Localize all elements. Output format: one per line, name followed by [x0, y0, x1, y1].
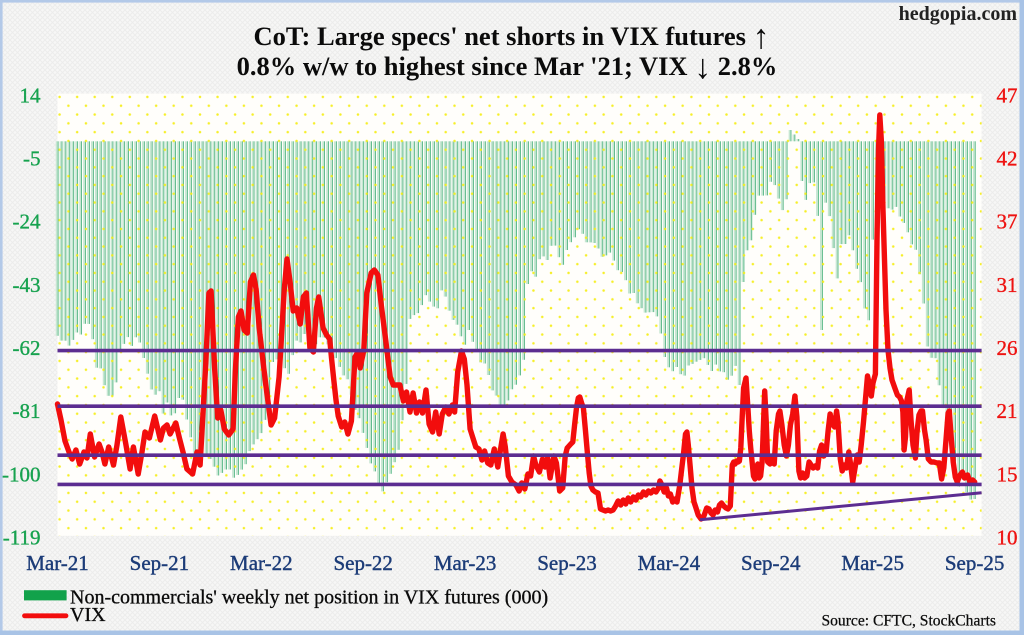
svg-text:-100: -100 [2, 462, 41, 486]
svg-text:VIX: VIX [70, 604, 106, 626]
svg-text:-119: -119 [3, 526, 41, 550]
svg-text:-62: -62 [13, 336, 41, 360]
svg-text:Mar-22: Mar-22 [230, 551, 293, 575]
svg-text:Sep-23: Sep-23 [537, 551, 597, 575]
svg-text:Source: CFTC, StockCharts: Source: CFTC, StockCharts [821, 612, 996, 629]
svg-text:14: 14 [20, 83, 42, 107]
svg-text:-24: -24 [13, 210, 41, 234]
svg-text:37: 37 [997, 210, 1018, 234]
svg-text:-81: -81 [13, 399, 41, 423]
svg-text:31: 31 [997, 273, 1018, 297]
svg-text:42: 42 [997, 147, 1018, 171]
svg-text:Sep-24: Sep-24 [741, 551, 801, 575]
svg-text:Mar-21: Mar-21 [26, 551, 89, 575]
svg-text:Sep-21: Sep-21 [130, 551, 190, 575]
svg-text:-5: -5 [23, 147, 41, 171]
svg-text:-43: -43 [13, 273, 41, 297]
svg-text:0.8% w/w to highest since Mar: 0.8% w/w to highest since Mar '21; VIX ↓… [237, 49, 778, 86]
svg-text:10: 10 [997, 526, 1018, 550]
svg-text:Non-commercials' weekly net po: Non-commercials' weekly net position in … [70, 586, 548, 608]
svg-text:Sep-22: Sep-22 [333, 551, 393, 575]
svg-text:26: 26 [997, 336, 1018, 360]
svg-text:hedgopia.com: hedgopia.com [899, 3, 1018, 25]
svg-text:Mar-24: Mar-24 [638, 551, 701, 575]
svg-text:21: 21 [997, 399, 1018, 423]
svg-text:Mar-23: Mar-23 [434, 551, 497, 575]
svg-text:47: 47 [997, 83, 1018, 107]
svg-text:15: 15 [997, 462, 1018, 486]
svg-text:Sep-25: Sep-25 [945, 551, 1005, 575]
svg-text:Mar-25: Mar-25 [841, 551, 904, 575]
